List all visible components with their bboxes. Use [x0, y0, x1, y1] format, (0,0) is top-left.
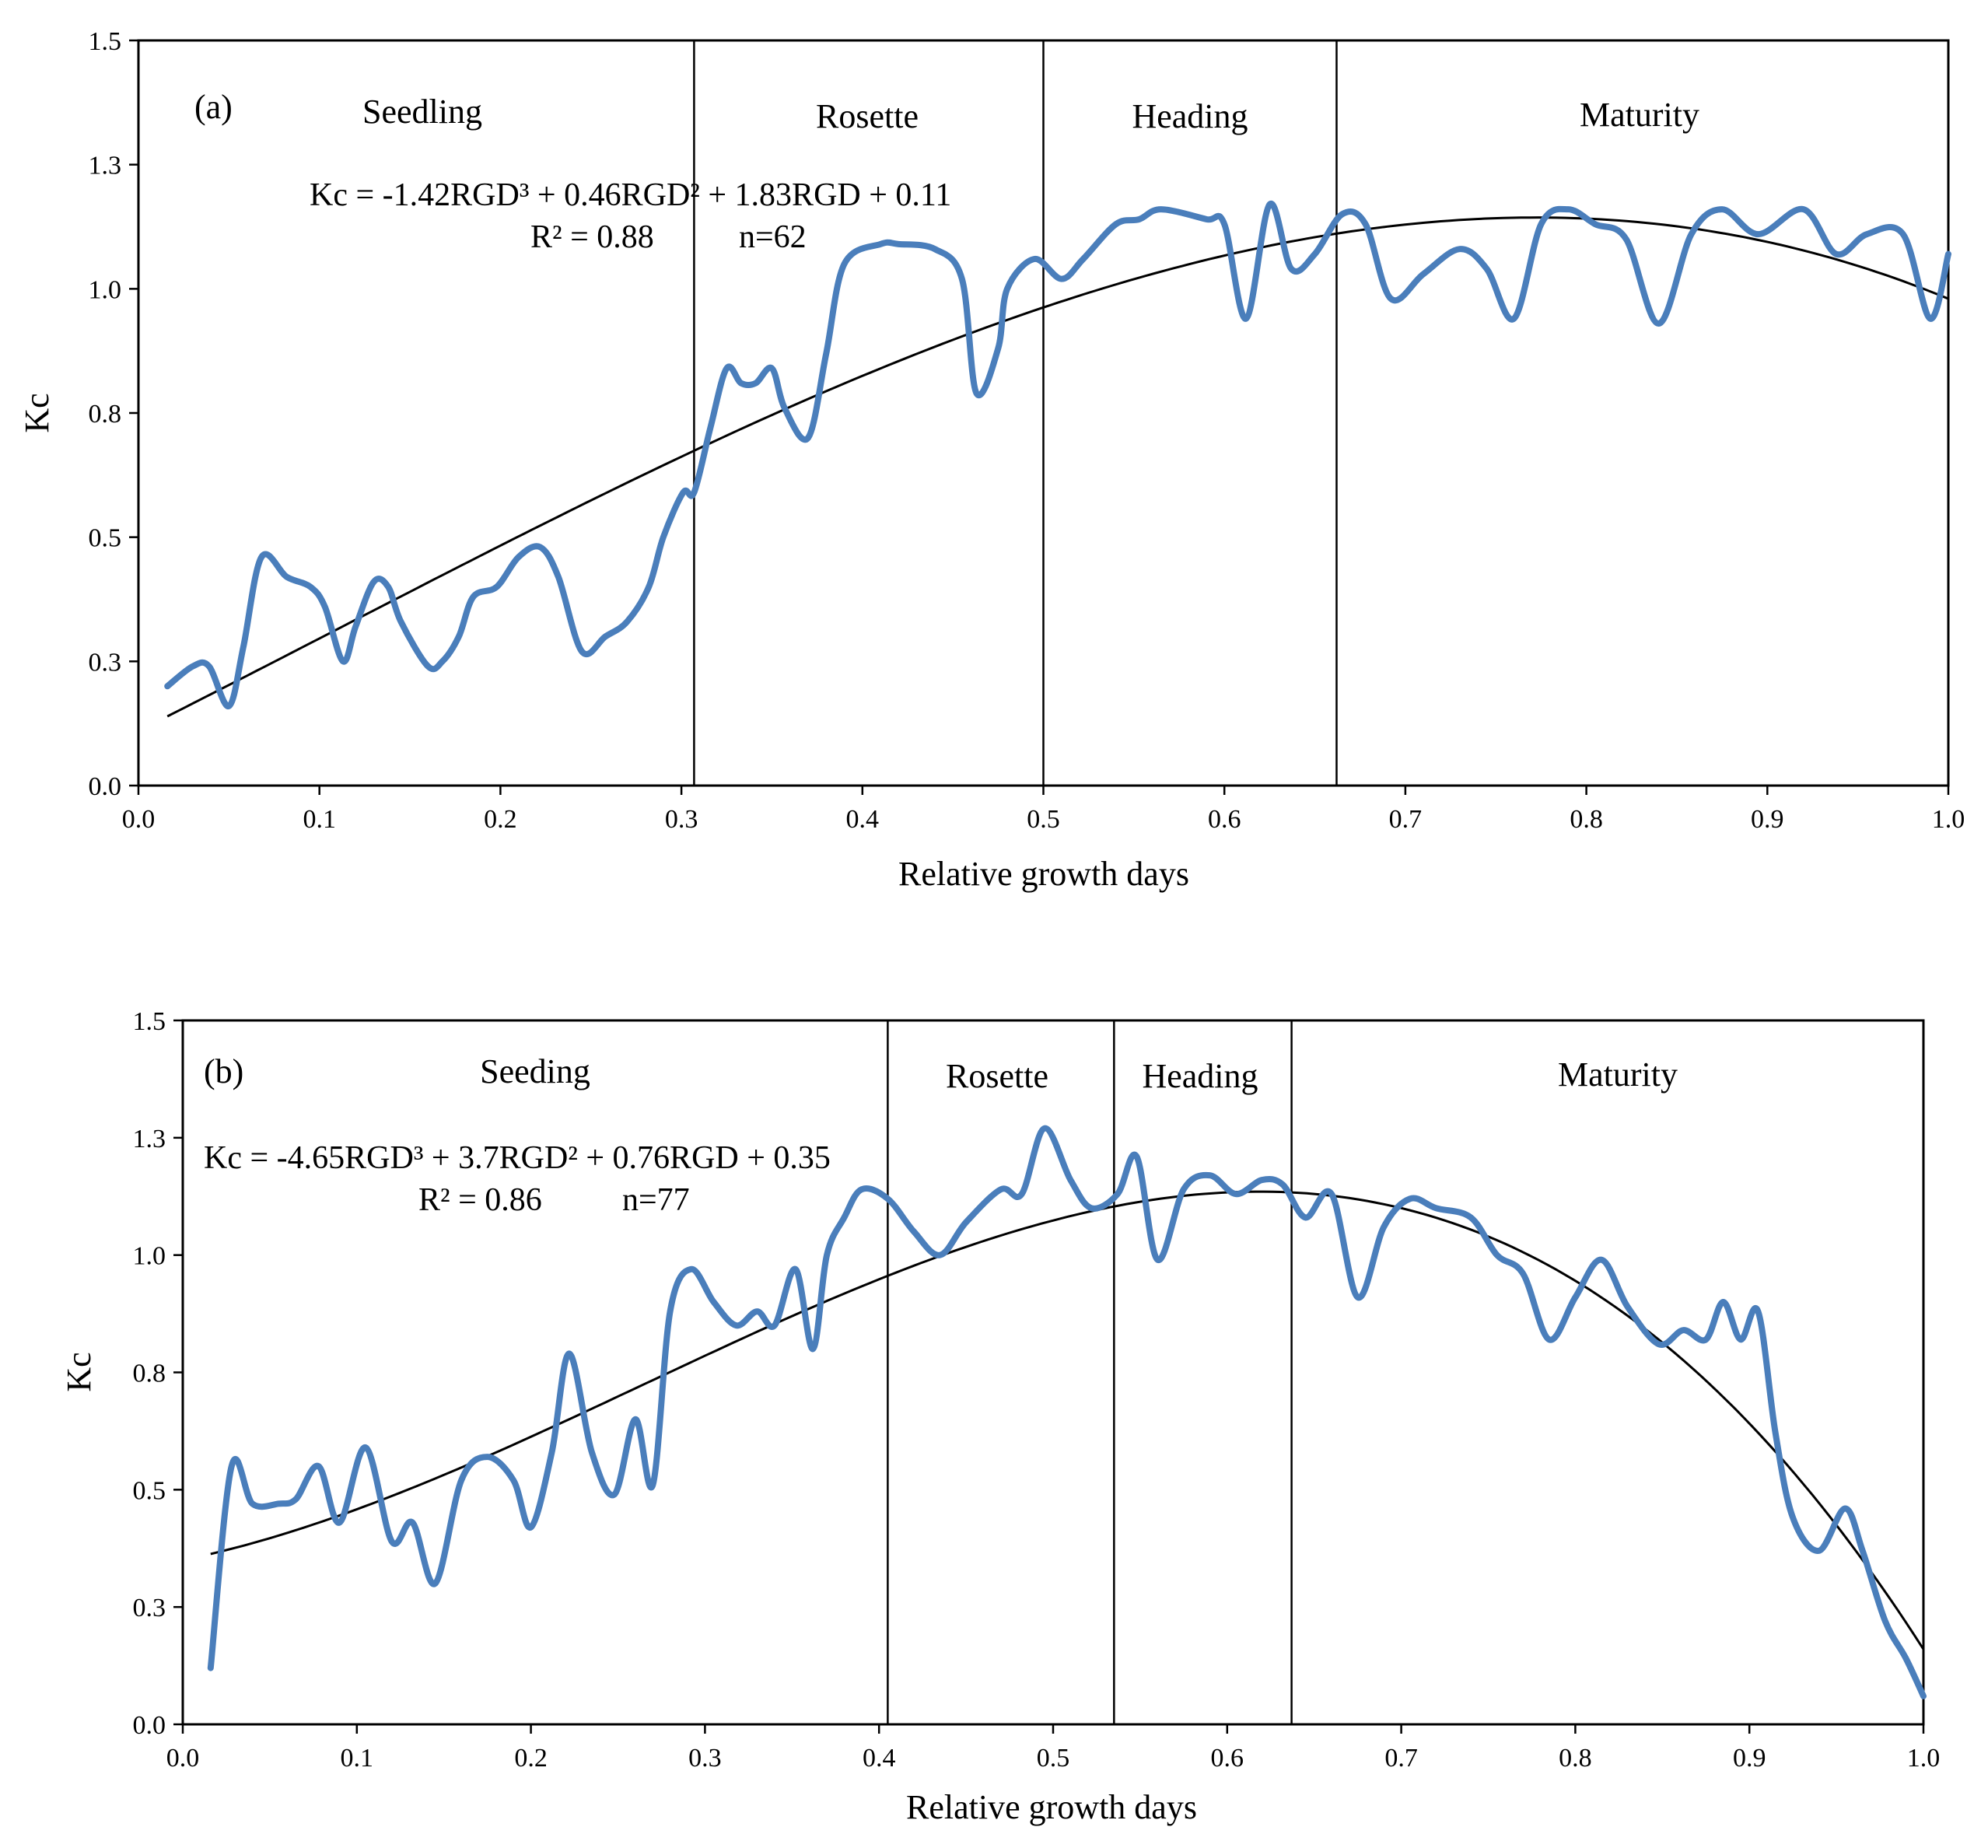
- panel-a-stage-lines: [693, 40, 1338, 786]
- panel-b-observed-line: [207, 1125, 1927, 1699]
- panel-a-n-count: n=62: [739, 219, 807, 255]
- panel-b-y-tick-label: 0.8: [133, 1360, 166, 1388]
- panel-a-panel-label: (a): [194, 88, 233, 126]
- panel-a-x-tick-label: 0.6: [1208, 805, 1241, 834]
- panel-a-stage-label-seedling: Seedling: [362, 93, 482, 131]
- panel-b-x-tick-label: 0.7: [1384, 1744, 1418, 1773]
- panel-a-stage-label-maturity: Maturity: [1580, 96, 1699, 134]
- panel-a-x-tick-label: 0.3: [665, 805, 698, 834]
- panel-b-y-tick-label: 0.3: [133, 1594, 166, 1622]
- panel-a-observed-line: [164, 201, 1951, 709]
- panel-a-stage-label-rosette: Rosette: [816, 97, 919, 135]
- panel-b-fit-curve: [210, 1190, 1925, 1650]
- panel-b-r-squared: R² = 0.86: [418, 1182, 542, 1218]
- panel-b-stage-label-maturity: Maturity: [1558, 1055, 1678, 1094]
- panel-a-y-tick-label: 0.5: [89, 524, 122, 553]
- panel-a-x-axis-title: Relative growth days: [898, 855, 1189, 893]
- panel-b-y-tick-label: 0.0: [133, 1711, 166, 1740]
- panel-a-y-tick-label: 1.3: [89, 152, 122, 180]
- panel-b-stage-label-seeding: Seeding: [480, 1052, 590, 1090]
- panel-b-y-tick-label: 1.3: [133, 1125, 166, 1153]
- panel-b-x-tick-label: 0.0: [166, 1744, 200, 1773]
- panel-b-x-tick-label: 0.8: [1559, 1744, 1592, 1773]
- panel-a-x-tick-label: 0.1: [303, 805, 336, 834]
- panel-b-y-tick-label: 1.5: [133, 1007, 166, 1036]
- panel-b-plot-frame: [181, 1019, 1925, 1726]
- panel-b-x-tick-label: 0.9: [1733, 1744, 1766, 1773]
- panel-b-equation: Kc = -4.65RGD³ + 3.7RGD² + 0.76RGD + 0.3…: [204, 1140, 831, 1176]
- panel-b-x-tick-label: 1.0: [1907, 1744, 1941, 1773]
- panel-a-y-tick-label: 0.8: [89, 400, 122, 429]
- panel-b: 0.0 0.1 0.2 0.3 0.4 0.5 0.6 0.7 0.8 0.9 1.0 0.0 0.3 0…: [60, 1007, 1940, 1826]
- panel-a-y-tick-label: 0.0: [89, 772, 122, 801]
- panel-a-x-tick-label: 0.7: [1389, 805, 1423, 834]
- panel-a-ticks: 0.0 0.1 0.2 0.3 0.4 0.5 0.6 0.7 0.8 0.9 1.0 0.0 0.3 0…: [89, 27, 1965, 834]
- panel-b-ticks: 0.0 0.1 0.2 0.3 0.4 0.5 0.6 0.7 0.8 0.9 1.0 0.0 0.3 0…: [133, 1007, 1941, 1773]
- panel-b-x-tick-label: 0.3: [688, 1744, 722, 1773]
- panel-a: 0.0 0.1 0.2 0.3 0.4 0.5 0.6 0.7 0.8 0.9 1.0 0.0 0.3 0…: [18, 27, 1965, 893]
- panel-a-y-tick-label: 1.0: [89, 275, 122, 304]
- panel-b-x-tick-label: 0.5: [1037, 1744, 1070, 1773]
- panel-b-n-count: n=77: [622, 1182, 690, 1218]
- panel-b-x-tick-label: 0.2: [514, 1744, 548, 1773]
- panel-a-x-tick-label: 1.0: [1932, 805, 1965, 834]
- panel-b-x-tick-label: 0.4: [863, 1744, 896, 1773]
- panel-b-y-axis-title: Kc: [60, 1352, 98, 1391]
- panel-b-panel-label: (b): [204, 1052, 243, 1090]
- panel-b-y-tick-label: 0.5: [133, 1476, 166, 1505]
- panel-a-equation: Kc = -1.42RGD³ + 0.46RGD² + 1.83RGD + 0.…: [310, 177, 951, 213]
- panel-b-x-tick-label: 0.1: [341, 1744, 374, 1773]
- panel-a-x-tick-label: 0.5: [1027, 805, 1060, 834]
- panel-a-y-axis-title: Kc: [18, 393, 56, 432]
- panel-b-x-tick-label: 0.6: [1211, 1744, 1244, 1773]
- panel-b-stage-lines: [887, 1020, 1293, 1724]
- panel-b-x-axis-title: Relative growth days: [906, 1788, 1197, 1826]
- panel-a-stage-label-heading: Heading: [1132, 97, 1248, 135]
- panel-a-y-tick-label: 1.5: [89, 27, 122, 56]
- panel-a-x-tick-label: 0.4: [846, 805, 880, 834]
- panel-a-fit-curve: [166, 216, 1949, 718]
- panel-a-x-tick-label: 0.2: [484, 805, 517, 834]
- panel-b-stage-label-heading: Heading: [1142, 1057, 1258, 1095]
- panel-a-x-tick-label: 0.0: [122, 805, 156, 834]
- panel-b-stage-label-rosette: Rosette: [946, 1057, 1048, 1095]
- panel-b-y-tick-label: 1.0: [133, 1242, 166, 1271]
- panel-a-r-squared: R² = 0.88: [530, 219, 654, 255]
- panel-a-y-tick-label: 0.3: [89, 648, 122, 677]
- panel-a-x-tick-label: 0.9: [1751, 805, 1784, 834]
- panel-a-x-tick-label: 0.8: [1570, 805, 1603, 834]
